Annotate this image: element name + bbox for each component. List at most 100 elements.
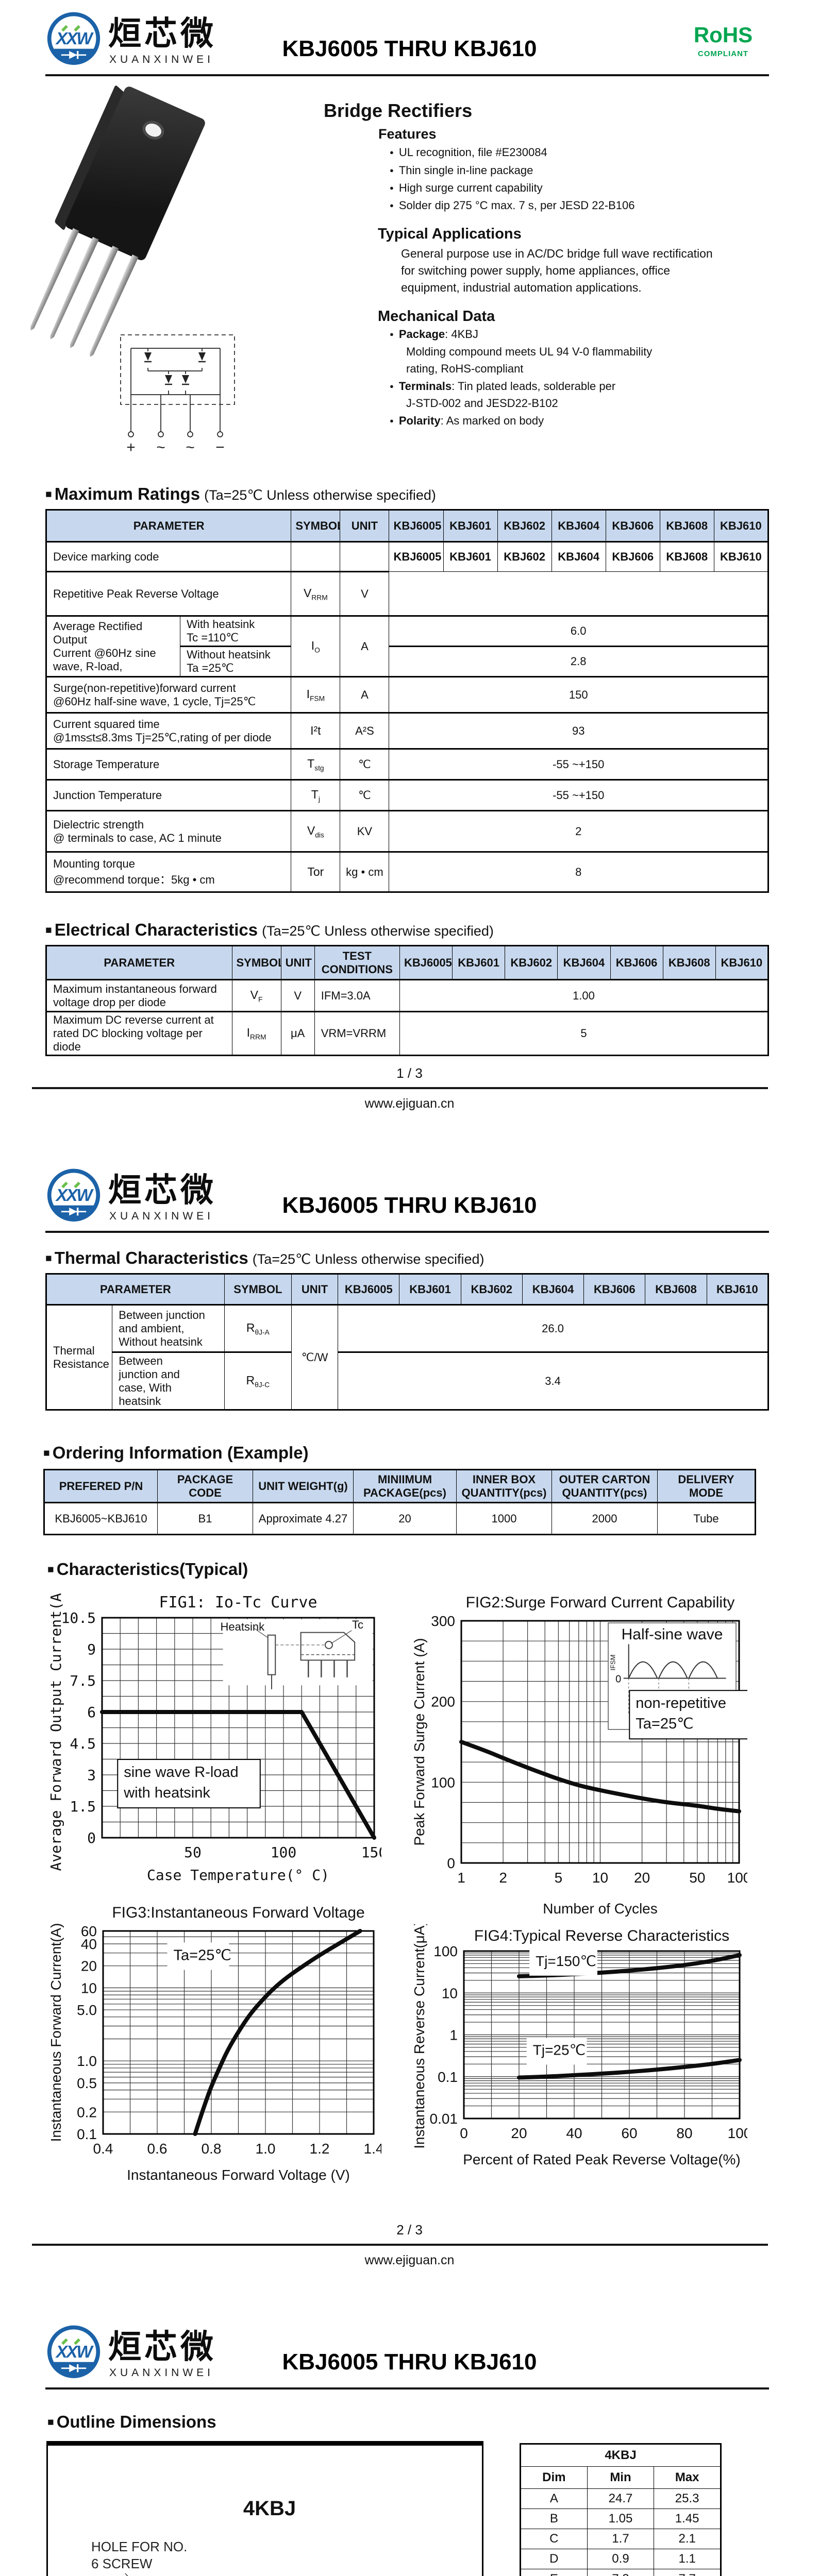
table-row: Dielectric strength @ terminals to case,…	[45, 810, 768, 852]
svg-text:IFSM: IFSM	[609, 1654, 617, 1670]
svg-text:6: 6	[87, 1704, 96, 1721]
svg-text:Average Forward Output Current: Average Forward Output Current(A)	[47, 1591, 64, 1871]
svg-text:1: 1	[457, 1870, 465, 1886]
fig4-svg: 0 20 40 60 80 100 0.01 0.1 1 10 100 FIG4:Typical Re…	[411, 1921, 751, 2167]
mech-terminals-line2: J-STD-002 and JESD22-B102	[406, 397, 558, 410]
footer-rule	[32, 2244, 768, 2246]
svg-text:0: 0	[87, 1829, 96, 1846]
device-column: KBJ610	[706, 1274, 769, 1305]
svg-text:10.5: 10.5	[61, 1609, 96, 1626]
footer-url: www.ejiguan.cn	[364, 1096, 455, 1111]
table-cell: KBJ6005	[389, 541, 444, 572]
device-column: KBJ610	[713, 510, 769, 542]
table-row: Device marking code KBJ6005 KBJ601 KBJ602 K…	[45, 541, 769, 572]
table-header-row: 4KBJ	[520, 2444, 721, 2467]
page-number: 2 / 3	[396, 2222, 423, 2238]
page-title: KBJ6005 THRU KBJ610	[282, 36, 537, 61]
table-cell: KBJ602	[497, 541, 552, 572]
table-cell: C	[520, 2529, 588, 2549]
device-column: KBJ606	[605, 510, 660, 542]
table-cell: E	[520, 2569, 588, 2576]
table-row: Between junction and case, With heatsink…	[46, 1351, 768, 1410]
svg-text:Ta=25℃: Ta=25℃	[174, 1947, 231, 1963]
svg-text:Tc: Tc	[352, 1618, 363, 1631]
brand-name-en: XUANXINWEI	[109, 2367, 214, 2379]
pin-label: +	[126, 439, 136, 455]
svg-text:Peak Forward Surge Current (A): Peak Forward Surge Current (A)	[411, 1638, 427, 1845]
hole-note: HOLE FOR NO.	[91, 2539, 187, 2554]
svg-text:20: 20	[511, 2125, 527, 2141]
table-cell: 20	[353, 1502, 457, 1535]
table-cell: 7.3	[587, 2569, 655, 2576]
svg-text:50: 50	[184, 1844, 202, 1861]
device-column: KBJ608	[659, 510, 714, 542]
pin-label: −	[215, 439, 225, 455]
table-cell: PREFERED P/N	[44, 1469, 158, 1503]
logo-mark-icon: XXW	[47, 1168, 101, 1222]
device-column: KBJ606	[583, 1274, 646, 1305]
table-cell: 1.05	[587, 2509, 655, 2529]
table-cell: 1.45	[654, 2509, 721, 2529]
svg-text:60: 60	[81, 1923, 97, 1939]
table-cell: 0.9	[587, 2549, 655, 2569]
table-row: D 0.9 1.1	[520, 2549, 721, 2569]
svg-text:150: 150	[361, 1844, 381, 1861]
svg-text:Percent of Rated Peak Reverse: Percent of Rated Peak Reverse Voltage(%)	[463, 2151, 741, 2167]
svg-text:300: 300	[431, 1613, 455, 1629]
fig1-io-tc-chart: 50 100 150 0 1.5 3 4.5 6 7.5 9 10.5 FIG1: Io-Tc Cur…	[46, 1584, 387, 1887]
svg-text:Number of Cycles: Number of Cycles	[543, 1901, 658, 1917]
page-3: XXW 烜芯微 XUANXINWEI KBJ6005 THRU KBJ610 O…	[0, 2313, 819, 2576]
svg-text:Tj=150℃: Tj=150℃	[536, 1953, 596, 1969]
header-rule	[45, 1231, 769, 1233]
table-header-row: Dim Min Max	[520, 2466, 721, 2489]
logo-monogram: XXW	[55, 2342, 94, 2361]
svg-text:100: 100	[431, 1774, 455, 1790]
brand-name-en: XUANXINWEI	[109, 54, 214, 65]
device-column: KBJ602	[497, 510, 552, 542]
svg-text:50: 50	[689, 1870, 705, 1886]
table-row: B 1.05 1.45	[520, 2509, 721, 2529]
table-cell: 7.7	[654, 2569, 721, 2576]
dimension-table: 4KBJ Dim Min Max A 24.7 25.3 B 1.05 1.45 C 1.7 2…	[520, 2443, 722, 2576]
rohs-badge: RoHS COMPLIANT	[684, 23, 762, 58]
table-cell: INNER BOX QUANTITY(pcs)	[456, 1469, 552, 1503]
svg-text:0: 0	[447, 1855, 455, 1871]
table-cell: Tube	[657, 1502, 756, 1535]
svg-text:100: 100	[433, 1943, 458, 1959]
svg-text:0.5: 0.5	[77, 2075, 97, 2091]
electrical-table: PARAMETER SYMBOL UNIT TEST CONDITIONS KB…	[45, 945, 769, 1056]
applications-heading: Typical Applications	[378, 226, 522, 242]
table-cell: KBJ6005~KBJ610	[44, 1502, 158, 1535]
header-rule	[45, 2387, 769, 2389]
table-row: Maximum DC reverse current at rated DC b…	[46, 1011, 769, 1056]
rohs-compliant-label: COMPLIANT	[697, 49, 749, 58]
svg-text:100: 100	[271, 1844, 297, 1861]
svg-text:Instantaneous Forward Voltage: Instantaneous Forward Voltage (V)	[127, 2167, 350, 2183]
table-row: Surge(non-repetitive)forward current @60…	[45, 676, 768, 713]
table-row: Repetitive Peak Reverse Voltage VRRM V	[45, 571, 768, 616]
svg-text:100: 100	[728, 2125, 747, 2141]
table-cell: 2.1	[654, 2529, 721, 2549]
device-column: KBJ601	[399, 1274, 461, 1305]
table-cell: UNIT WEIGHT(g)	[253, 1469, 354, 1503]
table-cell: KBJ606	[605, 541, 660, 572]
max-ratings-table: PARAMETER SYMBOL UNIT KBJ6005 KBJ601 KBJ60…	[45, 509, 769, 893]
table-cell: KBJ610	[713, 541, 769, 572]
svg-text:0.6: 0.6	[147, 2141, 168, 2157]
logo-mark-icon: XXW	[47, 2325, 101, 2378]
table-row: Junction Temperature Tj ℃ -55 ~+150	[45, 779, 768, 811]
svg-text:3: 3	[87, 1767, 96, 1784]
table-header-row: PARAMETER SYMBOL UNIT KBJ6005 KBJ601 KBJ60…	[46, 1274, 769, 1305]
table-header-row: PARAMETER SYMBOL UNIT TEST CONDITIONS KB…	[46, 945, 769, 980]
svg-text:Half-sine wave: Half-sine wave	[622, 1626, 723, 1643]
svg-text:10: 10	[592, 1870, 608, 1886]
pin-label: ~	[186, 439, 195, 455]
brand-name-cn: 烜芯微	[108, 1172, 216, 1209]
device-column: KBJ604	[557, 945, 611, 980]
device-column: KBJ604	[522, 1274, 584, 1305]
table-cell: KBJ604	[551, 541, 606, 572]
rohs-label: RoHS	[693, 23, 753, 47]
page-title: KBJ6005 THRU KBJ610	[282, 2349, 537, 2375]
